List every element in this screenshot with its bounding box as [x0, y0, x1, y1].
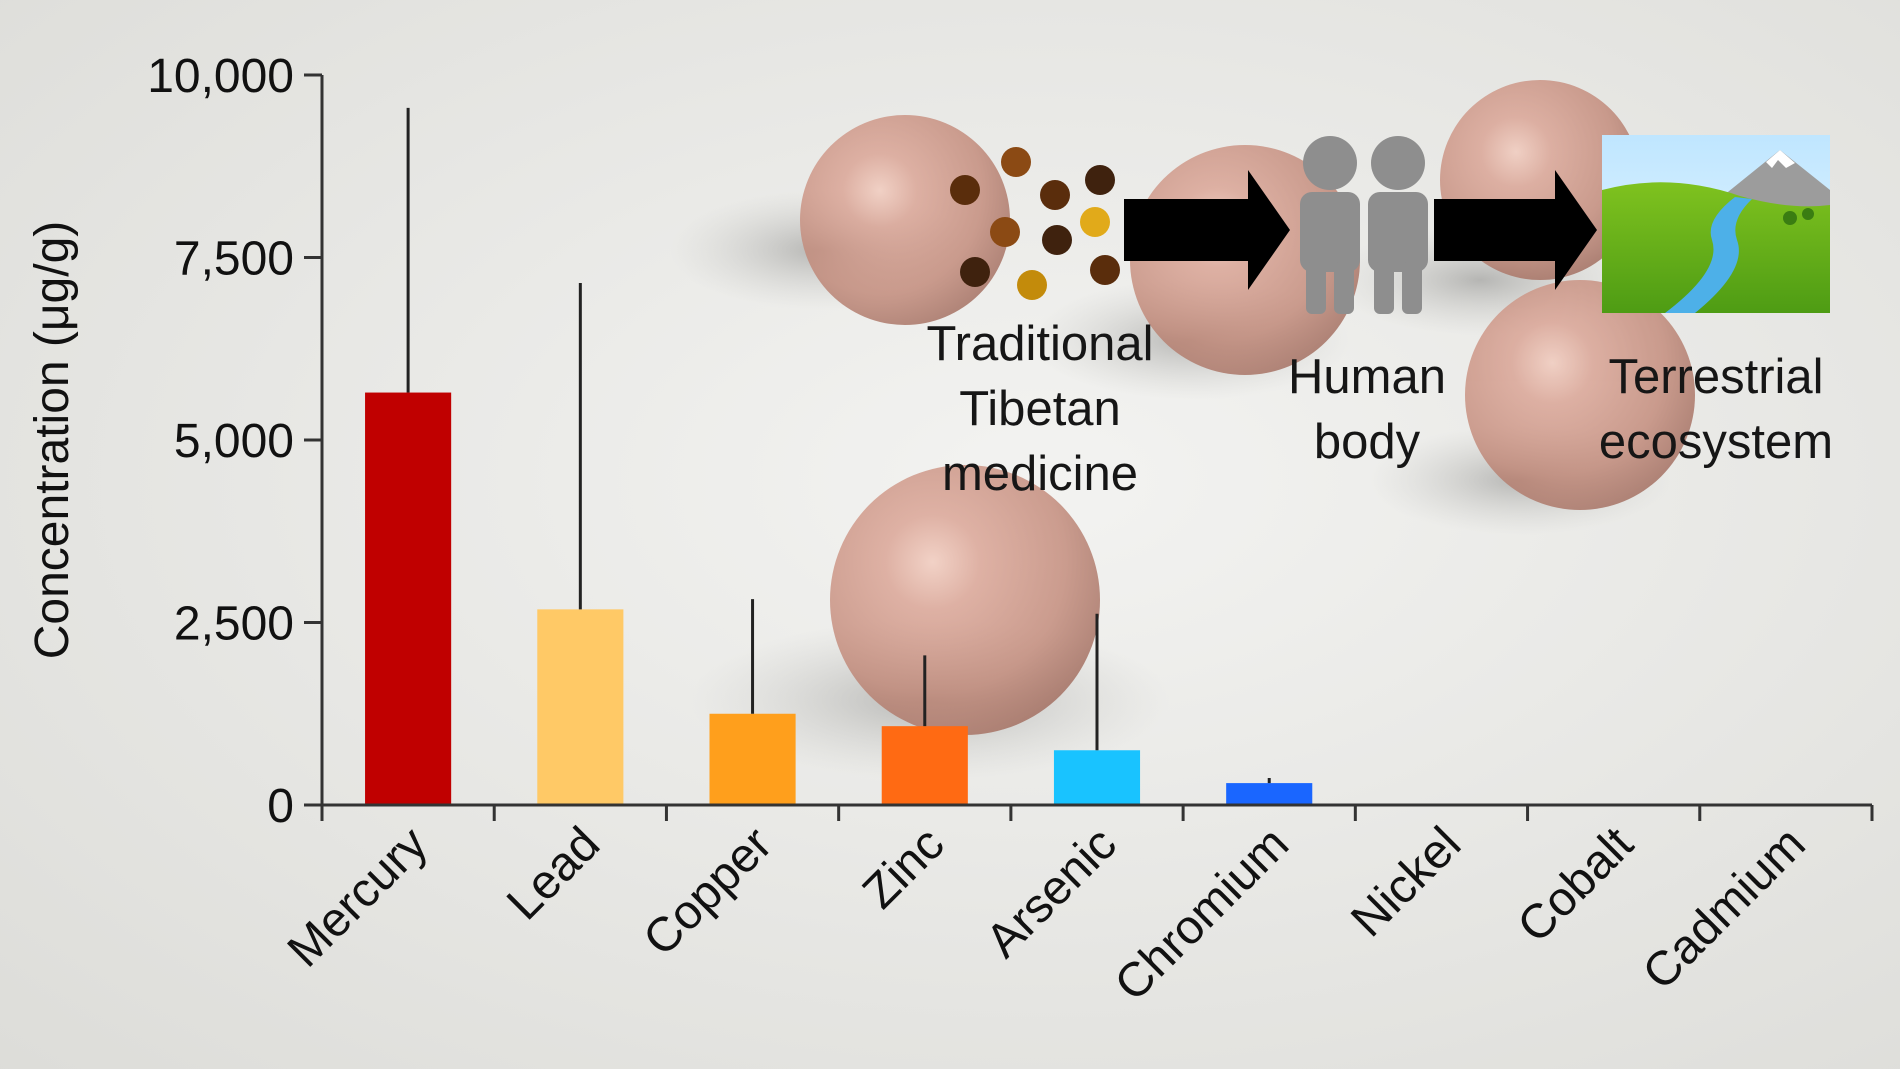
particle-dot	[1017, 270, 1047, 300]
y-tick-label: 0	[267, 780, 294, 833]
person-figure	[1368, 136, 1428, 314]
source-label-line: medicine	[942, 447, 1138, 501]
y-tick-label: 10,000	[147, 50, 294, 103]
ecosystem-label: Terrestrial ecosystem	[1599, 350, 1833, 469]
body-label-line: Human	[1288, 350, 1446, 404]
arrow-right-icon	[1434, 170, 1597, 290]
source-label-line: Traditional	[927, 317, 1154, 371]
y-axis-title: Concentration (μg/g)	[26, 221, 79, 660]
pill-sphere	[800, 115, 1010, 325]
bar-copper	[709, 713, 796, 805]
particle-dot	[1042, 225, 1072, 255]
body-label: Human body	[1288, 350, 1446, 469]
particle-dot	[950, 175, 980, 205]
source-label: Traditional Tibetan medicine	[927, 317, 1154, 501]
pill-sphere	[1465, 280, 1695, 510]
pill-sphere	[830, 465, 1100, 735]
particle-dot	[960, 257, 990, 287]
axes-layer	[304, 73, 1874, 821]
particle-dot	[990, 217, 1020, 247]
y-tick-label: 7,500	[174, 233, 294, 286]
y-tick-label: 2,500	[174, 598, 294, 651]
particle-dot	[1085, 165, 1115, 195]
exposure-pathway-overlay: Traditional Tibetan medicine Human body …	[927, 135, 1833, 501]
particles-icon	[950, 147, 1120, 300]
landscape-icon	[1602, 135, 1830, 313]
people-icon	[1300, 136, 1428, 314]
y-tick-labels: 0 2,500 5,000 7,500 10,000	[147, 50, 294, 833]
error-bars-layer	[406, 107, 1271, 784]
bar-arsenic	[1053, 750, 1141, 805]
particle-dot	[1090, 255, 1120, 285]
bar-zinc	[881, 726, 968, 805]
person-figure	[1300, 136, 1360, 314]
bars-layer	[365, 392, 1313, 805]
bar-lead	[537, 609, 624, 805]
y-tick-label: 5,000	[174, 415, 294, 468]
bar-chromium	[1226, 783, 1313, 805]
particle-dot	[1080, 207, 1110, 237]
body-label-line: body	[1314, 415, 1421, 469]
ecosystem-label-line: Terrestrial	[1608, 350, 1823, 404]
bar-mercury	[365, 392, 452, 805]
particle-dot	[1001, 147, 1031, 177]
source-label-line: Tibetan	[959, 382, 1121, 436]
particle-dot	[1040, 180, 1070, 210]
arrow-right-icon	[1124, 170, 1290, 290]
ecosystem-label-line: ecosystem	[1599, 415, 1833, 469]
